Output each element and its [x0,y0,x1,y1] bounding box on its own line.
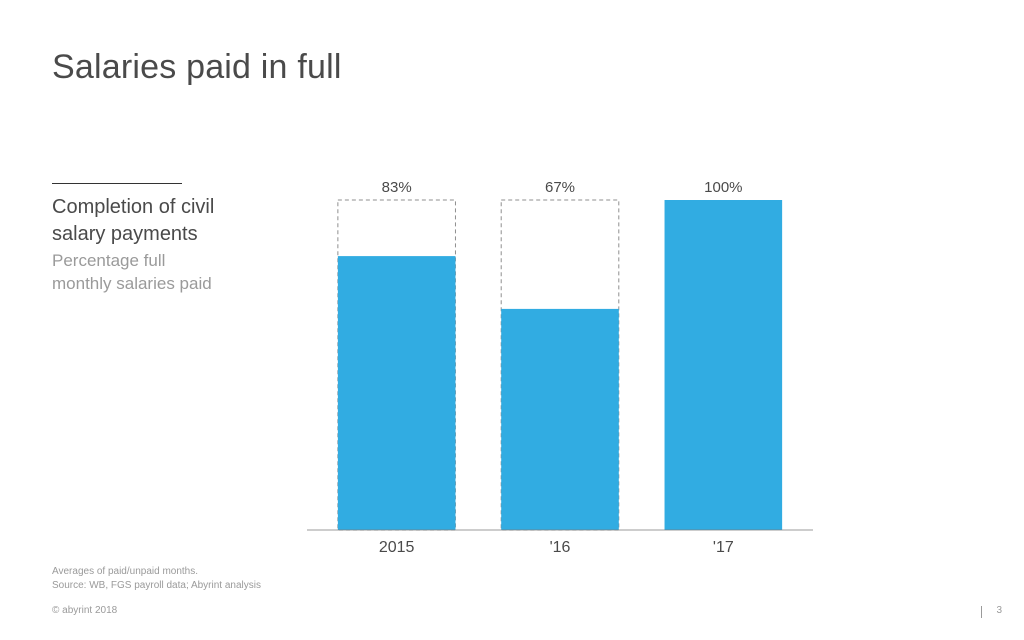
slide: Salaries paid in full Completion of civi… [0,0,1024,640]
chart-descr-heading: Completion of civil salary payments [52,194,222,248]
page-number: 3 [996,605,1002,616]
bar-chart-svg: 83% 2015 67% '16 100% '17 [295,175,825,565]
chart-descr-subheading: Percentage full monthly salaries paid [52,250,222,296]
bar [501,309,619,530]
svg-text:67%: 67% [545,179,575,196]
page-title: Salaries paid in full [52,48,342,87]
svg-text:83%: 83% [382,179,412,196]
bar [338,256,456,530]
footnote-line: Averages of paid/unpaid months. [52,565,261,579]
footnote: Averages of paid/unpaid months. Source: … [52,565,261,592]
bar-chart: 83% 2015 67% '16 100% '17 [295,175,825,565]
divider [52,183,182,184]
chart-description: Completion of civil salary payments Perc… [52,183,222,296]
page-number-divider [981,606,982,618]
svg-text:2015: 2015 [379,539,415,556]
footnote-line: Source: WB, FGS payroll data; Abyrint an… [52,579,261,593]
svg-text:'16: '16 [550,539,571,556]
svg-text:100%: 100% [704,179,742,196]
bar [665,200,783,530]
svg-text:'17: '17 [713,539,734,556]
copyright: © abyrint 2018 [52,605,117,616]
